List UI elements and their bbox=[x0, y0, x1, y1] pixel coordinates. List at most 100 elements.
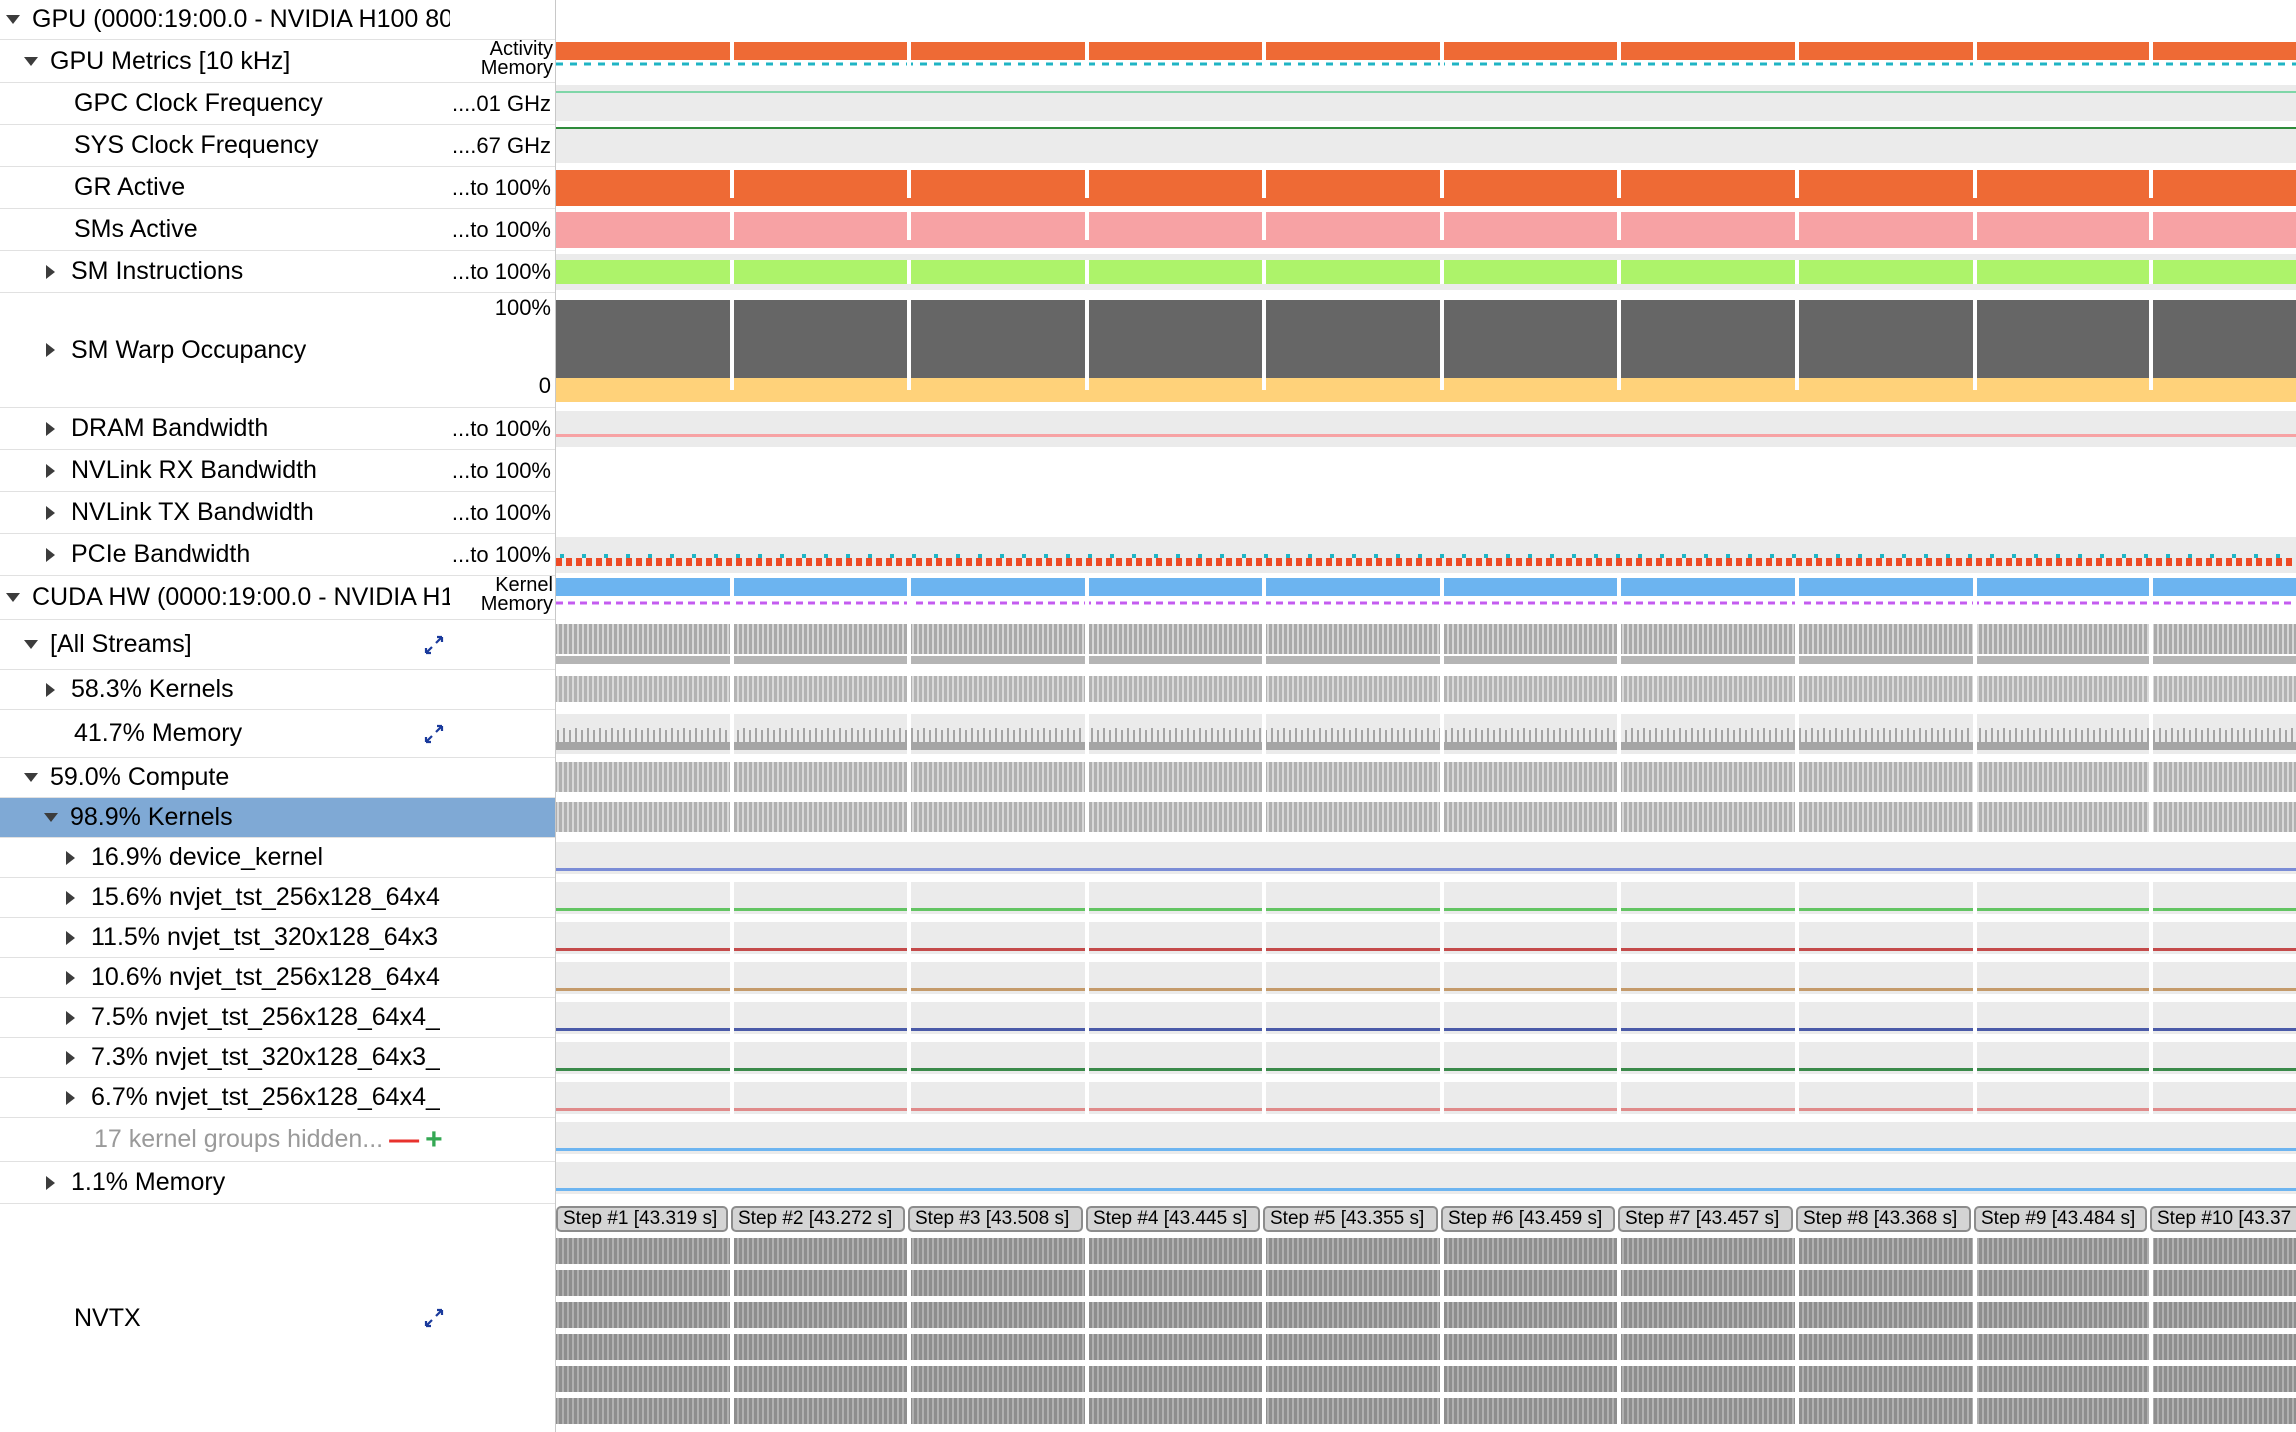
gpu-row[interactable]: GPU (0000:19:00.0 - NVIDIA H100 80 bbox=[0, 0, 450, 40]
all-streams-row[interactable]: [All Streams] bbox=[0, 620, 450, 670]
compute-kernels-row[interactable]: 98.9% Kernels bbox=[0, 798, 450, 838]
step-gap bbox=[1440, 922, 1444, 954]
collapse-icon[interactable] bbox=[24, 56, 38, 66]
dram-bandwidth-row[interactable]: DRAM Bandwidth bbox=[0, 408, 450, 450]
scale-cell bbox=[450, 958, 555, 998]
step-gap bbox=[1973, 802, 1977, 832]
nvtx-step-range[interactable]: Step #6 [43.459 s] bbox=[1441, 1206, 1615, 1232]
expand-arrow-icon[interactable] bbox=[66, 1050, 75, 1065]
step-gap bbox=[1440, 714, 1444, 754]
sms-active-row[interactable]: SMs Active bbox=[0, 209, 450, 251]
expand-arrows-icon[interactable] bbox=[423, 723, 445, 745]
show-more-button[interactable]: + bbox=[425, 1122, 443, 1156]
step-gap bbox=[1617, 962, 1621, 994]
collapse-icon[interactable] bbox=[24, 640, 38, 649]
hide-more-button[interactable]: — bbox=[389, 1122, 420, 1156]
activity-legend: Activity bbox=[489, 40, 553, 60]
nvtx-step-range[interactable]: Step #4 [43.445 s] bbox=[1086, 1206, 1260, 1232]
step-gap bbox=[907, 300, 911, 390]
expand-arrow-icon[interactable] bbox=[46, 463, 55, 478]
sm-instructions-row[interactable]: SM Instructions bbox=[0, 251, 450, 293]
kernel-row[interactable]: 10.6% nvjet_tst_256x128_64x4 bbox=[0, 958, 450, 998]
expand-arrow-icon[interactable] bbox=[66, 850, 75, 865]
expand-arrow-icon[interactable] bbox=[66, 1090, 75, 1105]
expand-arrow-icon[interactable] bbox=[66, 970, 75, 985]
nvtx-row[interactable]: NVTX bbox=[0, 1204, 450, 1432]
streams-memory-row[interactable]: 41.7% Memory bbox=[0, 710, 450, 758]
expand-arrows-icon[interactable] bbox=[423, 1307, 445, 1329]
timeline-tree-panel: GPU (0000:19:00.0 - NVIDIA H100 80 GPU M… bbox=[0, 0, 451, 1432]
nvtx-step-range[interactable]: Step #2 [43.272 s] bbox=[731, 1206, 905, 1232]
expand-arrows-icon[interactable] bbox=[423, 634, 445, 656]
nvlink-rx-row[interactable]: NVLink RX Bandwidth bbox=[0, 450, 450, 492]
step-gap bbox=[1795, 882, 1799, 914]
step-gap bbox=[1262, 300, 1266, 390]
expand-arrow-icon[interactable] bbox=[46, 1175, 55, 1190]
collapse-icon[interactable] bbox=[44, 813, 58, 822]
nvtx-step-range[interactable]: Step #10 [43.37 bbox=[2150, 1206, 2296, 1232]
nvtx-step-range[interactable]: Step #7 [43.457 s] bbox=[1618, 1206, 1793, 1232]
step-gap bbox=[730, 1334, 734, 1360]
collapse-icon[interactable] bbox=[24, 773, 38, 782]
expand-arrow-icon[interactable] bbox=[46, 264, 55, 279]
gr-scale: ...to 100% bbox=[450, 167, 555, 209]
step-gap bbox=[1795, 42, 1799, 66]
step-gap bbox=[730, 212, 734, 240]
expand-arrow-icon[interactable] bbox=[46, 682, 55, 697]
step-gap bbox=[907, 1366, 911, 1392]
all-streams-label: [All Streams] bbox=[50, 630, 192, 658]
compute-row[interactable]: 59.0% Compute bbox=[0, 758, 450, 798]
step-gap bbox=[730, 802, 734, 832]
streams-kernels-row[interactable]: 58.3% Kernels bbox=[0, 670, 450, 710]
expand-arrow-icon[interactable] bbox=[46, 547, 55, 562]
kernel-activity-bar bbox=[556, 1334, 2296, 1360]
sys-clock-label: SYS Clock Frequency bbox=[74, 131, 319, 159]
expand-arrow-icon[interactable] bbox=[46, 421, 55, 436]
step-gap bbox=[1262, 676, 1266, 702]
collapse-icon[interactable] bbox=[6, 593, 20, 602]
kernel-gaps bbox=[557, 1238, 2294, 1264]
gpu-metrics-row[interactable]: GPU Metrics [10 kHz] bbox=[0, 40, 450, 83]
cuda-hw-row[interactable]: CUDA HW (0000:19:00.0 - NVIDIA H1 bbox=[0, 576, 450, 620]
step-gap bbox=[730, 882, 734, 914]
nvtx-step-range[interactable]: Step #9 [43.484 s] bbox=[1974, 1206, 2147, 1232]
timeline-tracks[interactable] bbox=[556, 0, 2296, 1432]
expand-arrow-icon[interactable] bbox=[66, 1010, 75, 1025]
step-gap bbox=[1795, 1002, 1799, 1034]
step-gap bbox=[1617, 882, 1621, 914]
kernel-track-line bbox=[556, 988, 2296, 991]
kernel-row[interactable]: 7.3% nvjet_tst_320x128_64x3_ bbox=[0, 1038, 450, 1078]
nvtx-step-range[interactable]: Step #3 [43.508 s] bbox=[908, 1206, 1083, 1232]
expand-arrow-icon[interactable] bbox=[66, 890, 75, 905]
kernel-row[interactable]: 15.6% nvjet_tst_256x128_64x4 bbox=[0, 878, 450, 918]
kernel-track-line bbox=[556, 868, 2296, 871]
step-gap bbox=[1795, 1082, 1799, 1114]
scale-cell bbox=[450, 1038, 555, 1078]
nvtx-step-range[interactable]: Step #5 [43.355 s] bbox=[1263, 1206, 1438, 1232]
nvtx-step-range[interactable]: Step #8 [43.368 s] bbox=[1796, 1206, 1971, 1232]
step-gap bbox=[730, 922, 734, 954]
nvtx-step-range[interactable]: Step #1 [43.319 s] bbox=[556, 1206, 728, 1232]
compute-memory-row[interactable]: 1.1% Memory bbox=[0, 1162, 450, 1204]
timeline-view[interactable]: Step #1 [43.319 s] Step #2 [43.272 s] Step… bbox=[556, 0, 2296, 1432]
step-gap bbox=[730, 762, 734, 792]
sys-clock-row[interactable]: SYS Clock Frequency bbox=[0, 125, 450, 167]
expand-arrow-icon[interactable] bbox=[66, 930, 75, 945]
expand-arrow-icon[interactable] bbox=[46, 505, 55, 520]
kernel-track-line bbox=[556, 1068, 2296, 1071]
step-gap bbox=[1440, 624, 1444, 664]
kernel-row[interactable]: 11.5% nvjet_tst_320x128_64x3 bbox=[0, 918, 450, 958]
expand-arrow-icon[interactable] bbox=[46, 343, 55, 357]
pcie-bandwidth-row[interactable]: PCIe Bandwidth bbox=[0, 534, 450, 576]
sm-warp-occupancy-row[interactable]: SM Warp Occupancy bbox=[0, 293, 450, 408]
kernel-activity-bar bbox=[556, 762, 2296, 792]
gr-active-row[interactable]: GR Active bbox=[0, 167, 450, 209]
kernel-row[interactable]: 16.9% device_kernel bbox=[0, 838, 450, 878]
step-gap bbox=[1973, 170, 1977, 198]
step-gap bbox=[1085, 922, 1089, 954]
gpc-clock-row[interactable]: GPC Clock Frequency bbox=[0, 83, 450, 125]
kernel-row[interactable]: 6.7% nvjet_tst_256x128_64x4_ bbox=[0, 1078, 450, 1118]
kernel-row[interactable]: 7.5% nvjet_tst_256x128_64x4_ bbox=[0, 998, 450, 1038]
nvlink-tx-row[interactable]: NVLink TX Bandwidth bbox=[0, 492, 450, 534]
collapse-icon[interactable] bbox=[6, 15, 20, 24]
